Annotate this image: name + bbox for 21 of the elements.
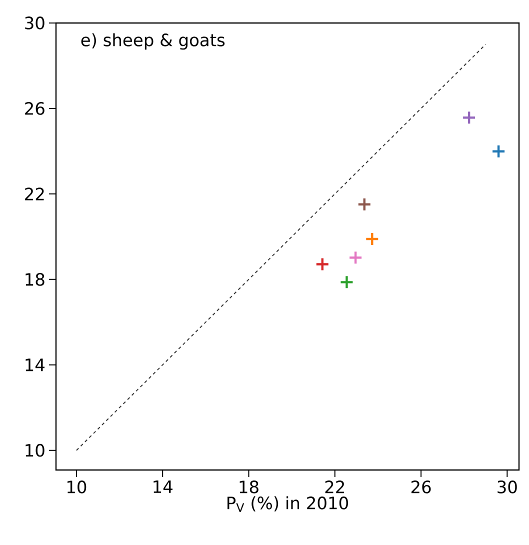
point [491,144,506,159]
y-tick-label: 10 [26,444,44,457]
point [462,110,476,125]
x-tick-label: 14 [154,480,172,493]
point [315,257,330,272]
x-axis-title: P$_{V}$ (%) in 2010 [228,496,348,512]
y-tick-label: 22 [25,188,44,200]
x-tick-label: 22 [325,480,344,494]
annotation: e) sheep & goats [81,33,225,50]
x-tick-label: 26 [411,480,431,494]
point [365,232,380,246]
y-tick-label: 14 [26,358,45,372]
x-tick-label: 30 [498,480,517,494]
point [340,275,354,290]
point [348,250,363,265]
y-tick-label: 26 [25,102,44,115]
x-tick-label: 18 [240,480,258,494]
y-tick-label: 30 [25,16,44,30]
point [357,197,372,212]
y-tick-label: 18 [26,272,44,286]
x-tick-label: 10 [68,480,86,494]
